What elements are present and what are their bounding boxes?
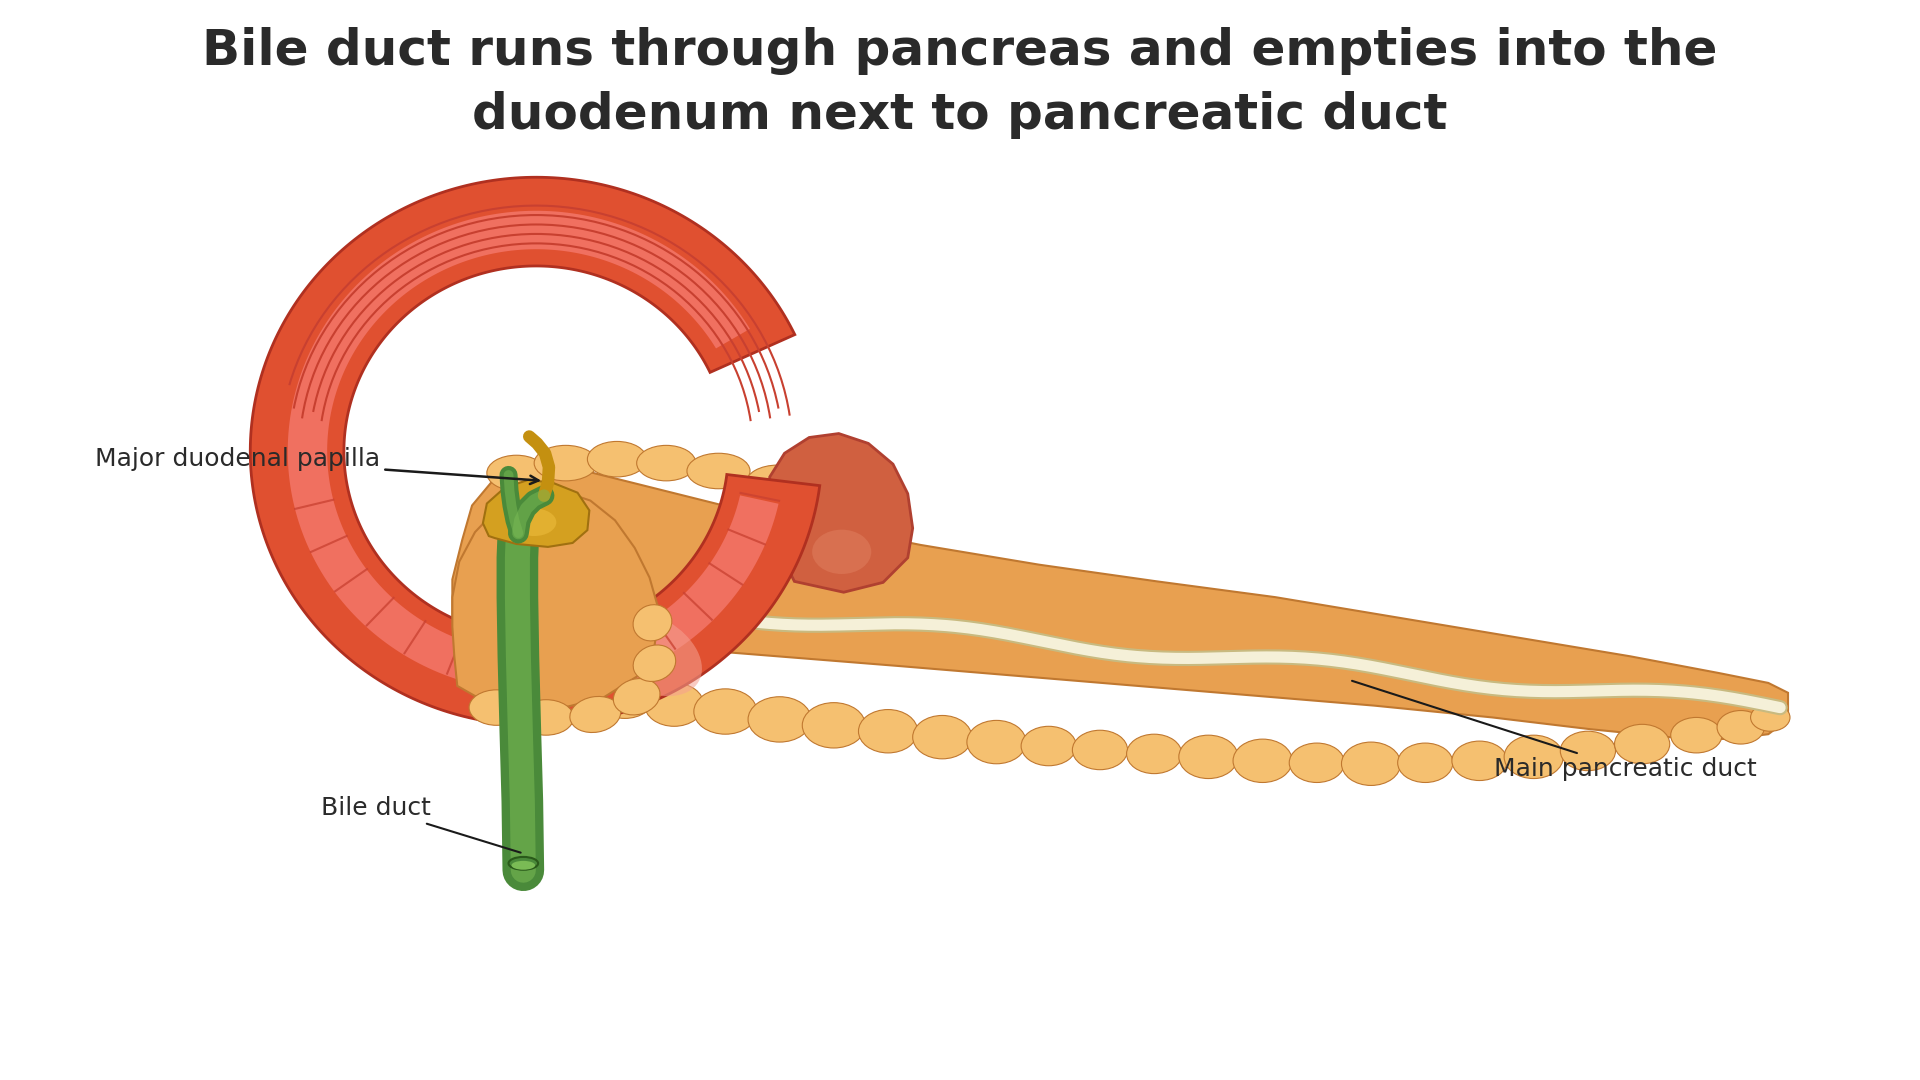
Ellipse shape — [513, 509, 557, 536]
Polygon shape — [453, 490, 659, 710]
Ellipse shape — [968, 720, 1025, 764]
Ellipse shape — [1561, 731, 1615, 771]
Ellipse shape — [588, 442, 647, 477]
Polygon shape — [453, 467, 1788, 739]
Ellipse shape — [511, 861, 536, 869]
Ellipse shape — [1288, 743, 1344, 783]
Ellipse shape — [1503, 735, 1563, 779]
Ellipse shape — [749, 697, 810, 742]
Ellipse shape — [1398, 743, 1453, 783]
Ellipse shape — [1716, 711, 1764, 744]
Ellipse shape — [858, 710, 918, 753]
Ellipse shape — [488, 456, 545, 490]
Text: Major duodenal papilla: Major duodenal papilla — [94, 447, 538, 484]
Ellipse shape — [637, 445, 695, 481]
Ellipse shape — [497, 653, 557, 697]
Text: Main pancreatic duct: Main pancreatic duct — [1352, 680, 1757, 781]
Polygon shape — [768, 433, 912, 592]
Ellipse shape — [1751, 704, 1789, 731]
Ellipse shape — [549, 667, 605, 706]
Ellipse shape — [570, 697, 620, 732]
Ellipse shape — [595, 675, 655, 718]
Ellipse shape — [634, 645, 676, 681]
Ellipse shape — [1615, 725, 1670, 764]
Ellipse shape — [747, 465, 808, 500]
Ellipse shape — [612, 678, 660, 715]
Ellipse shape — [1127, 734, 1183, 773]
Ellipse shape — [1670, 717, 1722, 753]
Ellipse shape — [645, 683, 705, 727]
Ellipse shape — [597, 610, 703, 697]
Text: Bile duct: Bile duct — [321, 796, 520, 852]
Polygon shape — [288, 211, 778, 692]
Ellipse shape — [693, 689, 756, 734]
Ellipse shape — [803, 703, 866, 748]
Ellipse shape — [1233, 739, 1292, 783]
Polygon shape — [484, 480, 589, 546]
Ellipse shape — [912, 715, 972, 759]
Ellipse shape — [1073, 730, 1127, 770]
Ellipse shape — [468, 690, 524, 726]
Ellipse shape — [803, 475, 862, 511]
Ellipse shape — [1021, 727, 1077, 766]
Polygon shape — [250, 177, 820, 726]
Ellipse shape — [509, 856, 538, 869]
Ellipse shape — [1179, 735, 1238, 779]
Ellipse shape — [1452, 741, 1507, 781]
Ellipse shape — [1342, 742, 1400, 785]
Ellipse shape — [687, 454, 751, 489]
Ellipse shape — [518, 700, 574, 735]
Ellipse shape — [812, 529, 872, 573]
Ellipse shape — [634, 605, 672, 640]
Text: Bile duct runs through pancreas and empties into the
duodenum next to pancreatic: Bile duct runs through pancreas and empt… — [202, 27, 1718, 138]
Ellipse shape — [534, 445, 597, 481]
